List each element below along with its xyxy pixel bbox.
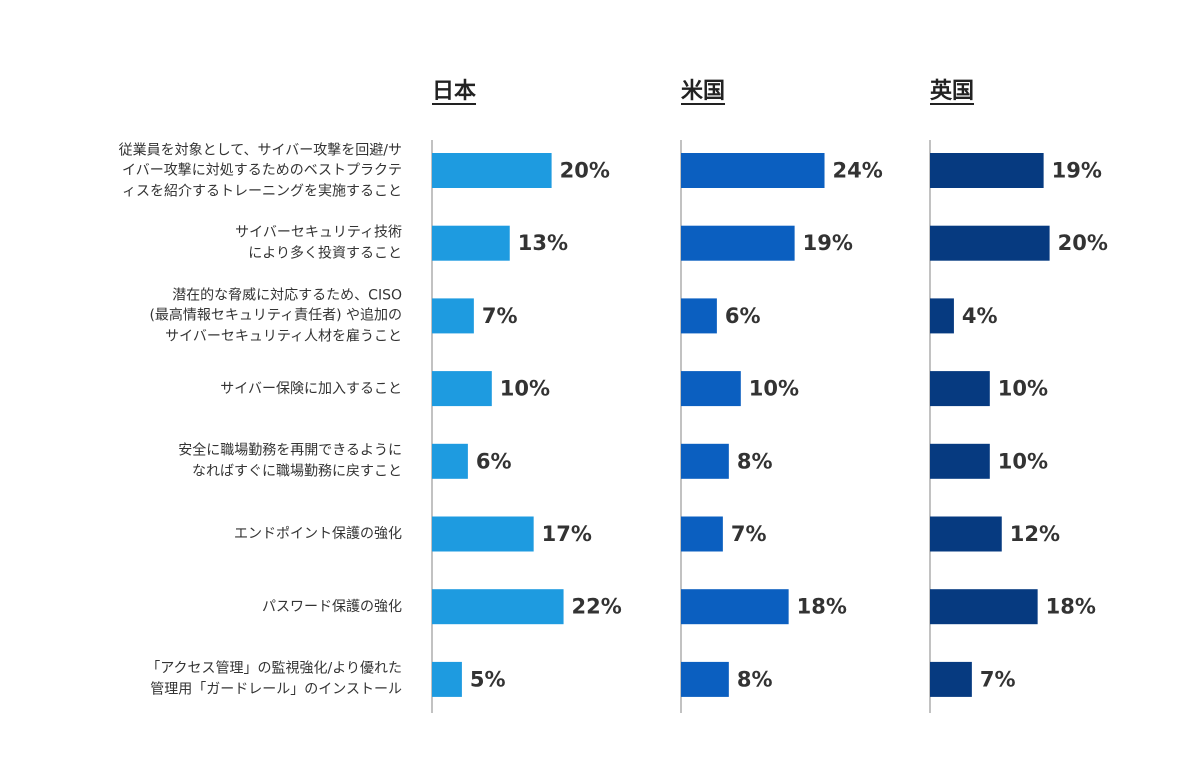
series-title: 米国 [681, 79, 726, 104]
bar [930, 225, 1050, 261]
category-label: サイバーセキュリティ技術 により多く投資すること [235, 224, 402, 262]
bar [930, 589, 1038, 625]
value-label: 7% [482, 304, 518, 328]
value-label: 12% [1010, 522, 1060, 546]
value-label: 24% [833, 159, 883, 183]
value-label: 8% [737, 449, 773, 473]
bar [681, 153, 825, 188]
value-label: 10% [998, 377, 1048, 401]
bar [432, 153, 552, 188]
series-title: 日本 [432, 79, 477, 104]
category-label: パスワード保護の強化 [262, 598, 402, 615]
value-label: 13% [518, 231, 568, 255]
bar [930, 443, 990, 479]
bar [681, 589, 789, 625]
value-label: 19% [803, 231, 853, 255]
value-label: 4% [962, 304, 998, 328]
category-label: 従業員を対象として、サイバー攻撃を回避/サ イバー攻撃に対処するためのベストプラ… [118, 141, 402, 199]
value-label: 6% [725, 304, 761, 328]
bar [432, 516, 534, 552]
value-label: 5% [470, 667, 506, 691]
category-label: 潜在的な脅威に対応するため、CISO (最高情報セキュリティ責任者) や追加の … [149, 287, 402, 345]
bar [681, 516, 723, 552]
bar [681, 225, 795, 261]
value-label: 20% [1058, 231, 1108, 255]
value-label: 22% [572, 595, 622, 619]
value-label: 17% [542, 522, 592, 546]
category-label: 安全に職場勤務を再開できるように なればすぐに職場勤務に戻すこと [178, 442, 402, 480]
bar [930, 298, 954, 334]
category-label: 「アクセス管理」の監視強化/より優れた 管理用「ガードレール」のインストール [146, 660, 402, 698]
value-label: 20% [560, 159, 610, 183]
bar [681, 443, 729, 479]
value-label: 18% [797, 595, 847, 619]
value-label: 10% [998, 449, 1048, 473]
value-label: 8% [737, 667, 773, 691]
value-label: 10% [500, 377, 550, 401]
value-label: 6% [476, 449, 512, 473]
value-label: 10% [749, 377, 799, 401]
bar [681, 661, 729, 697]
series-title: 英国 [930, 79, 975, 104]
value-label: 18% [1046, 595, 1096, 619]
bar [432, 225, 510, 261]
value-label: 7% [980, 667, 1016, 691]
bar [681, 371, 741, 407]
bar [432, 661, 462, 697]
bar [681, 298, 717, 334]
value-label: 19% [1052, 159, 1102, 183]
value-label: 7% [731, 522, 767, 546]
bar [432, 298, 474, 334]
bar [930, 153, 1044, 188]
bar [432, 371, 492, 407]
bar [432, 589, 564, 625]
bar [432, 443, 468, 479]
bar [930, 371, 990, 407]
bar [930, 661, 972, 697]
category-label: エンドポイント保護の強化 [234, 525, 402, 542]
bar [930, 516, 1002, 552]
category-label: サイバー保険に加入すること [220, 380, 402, 397]
